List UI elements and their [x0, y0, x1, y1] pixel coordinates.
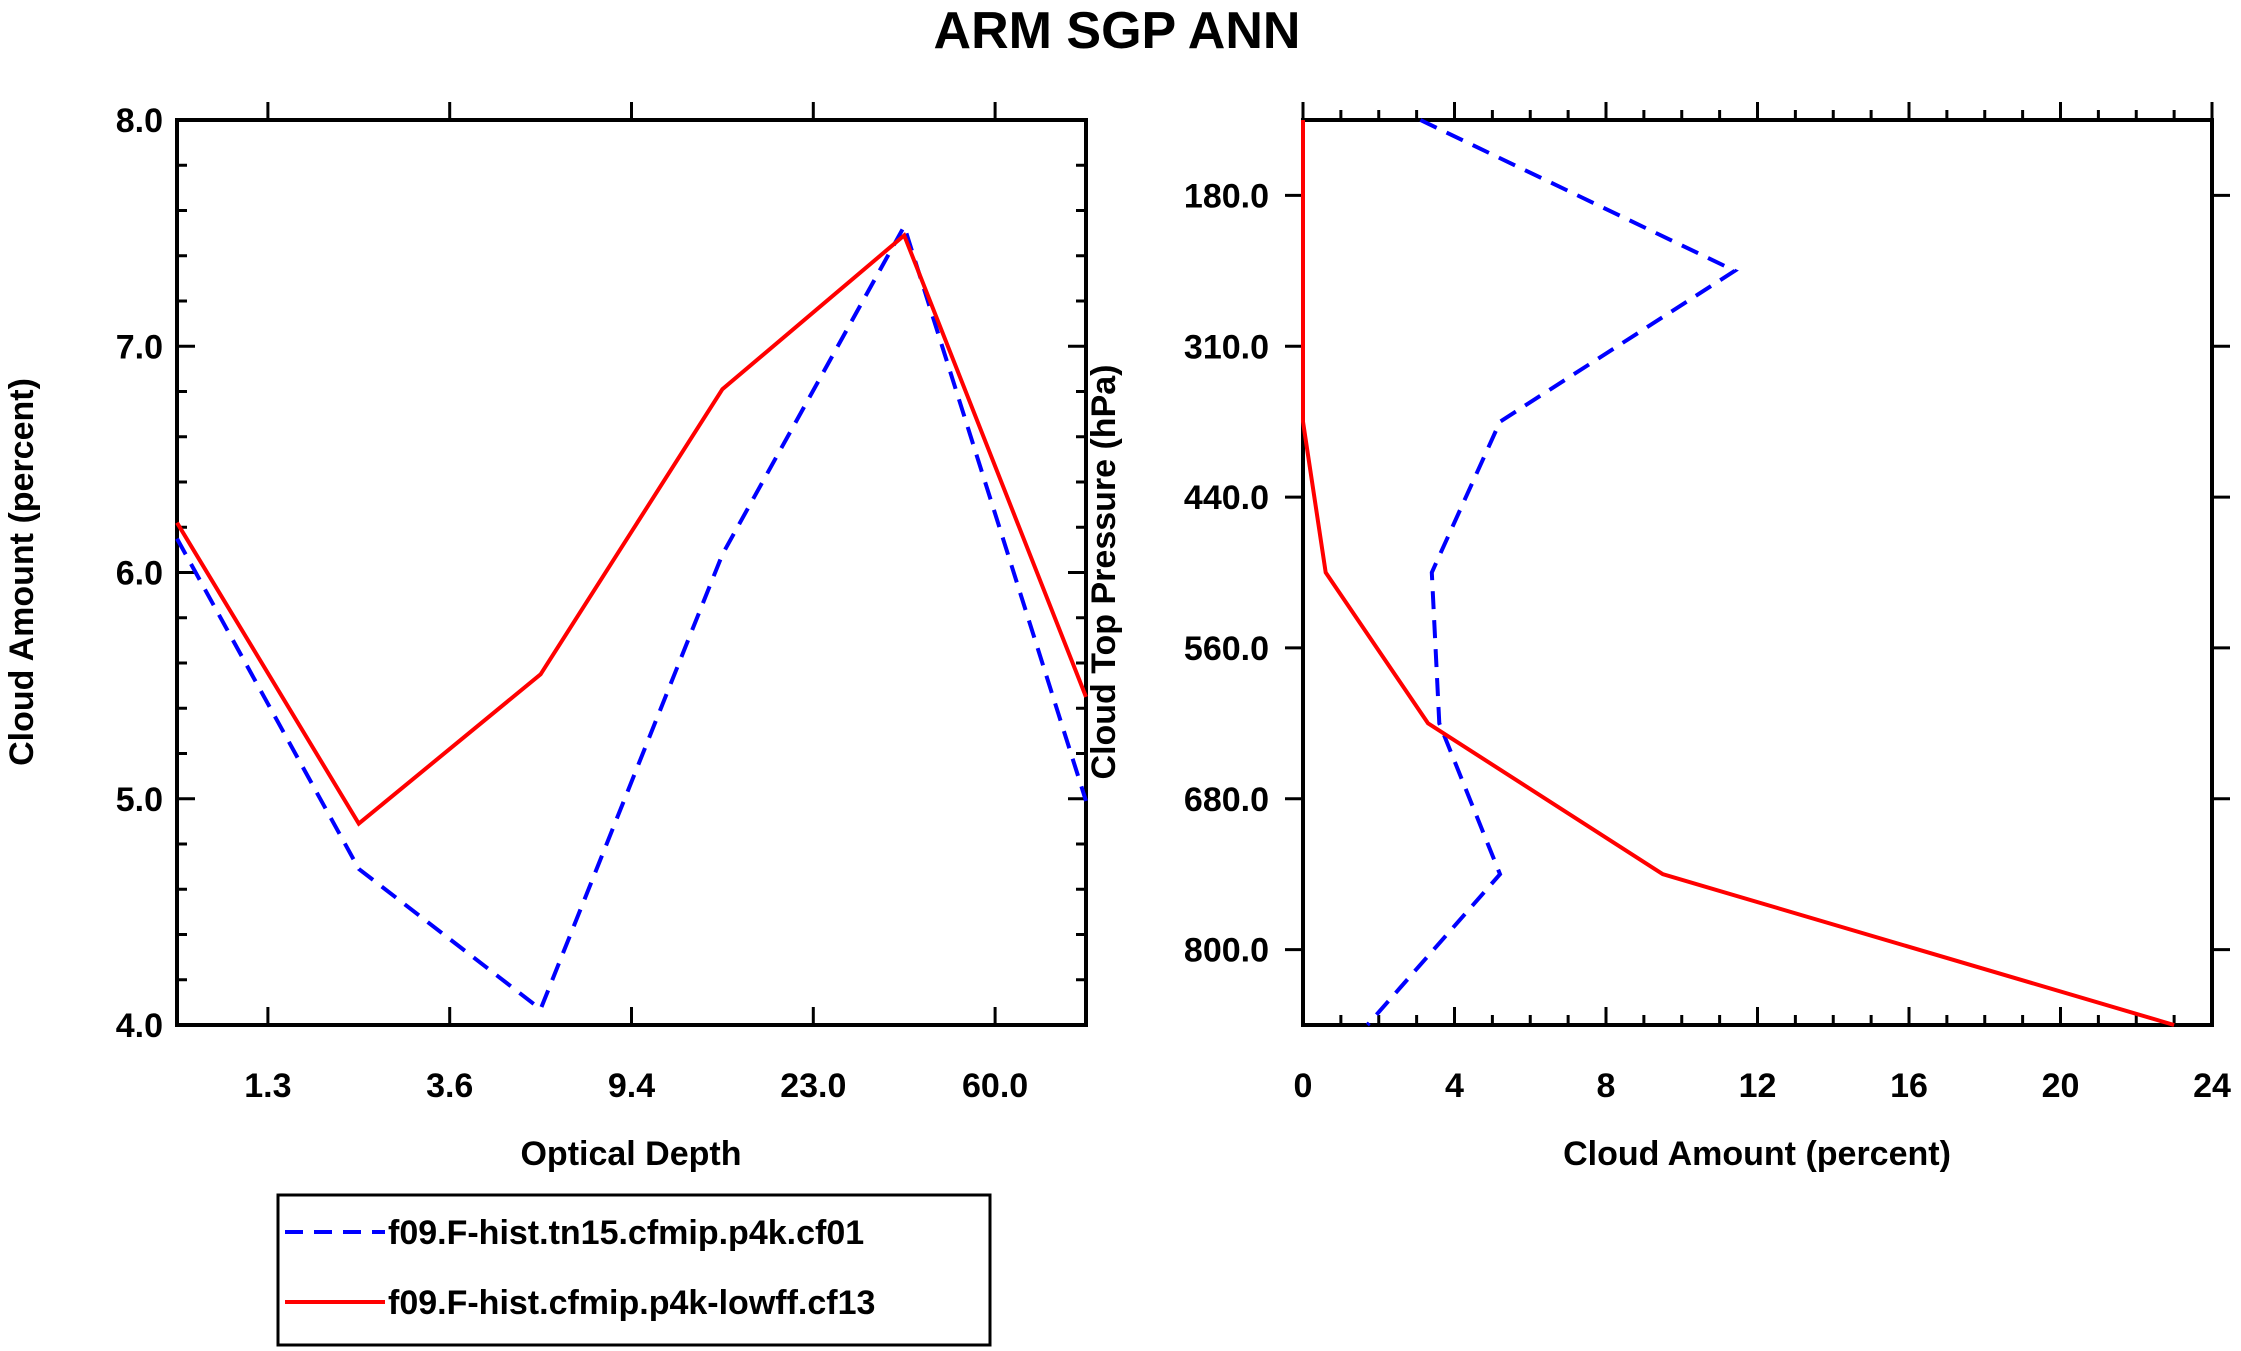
left-panel: 4.0 5.0 6.0 7.0 8.0 1.3 3.6 9.4 23.0 60.0 Optical… — [3, 102, 1088, 1173]
right-lines — [1301, 118, 2175, 1027]
right-y-tick-label: 180.0 — [1184, 177, 1269, 215]
left-x-tick-label: 3.6 — [426, 1067, 473, 1105]
left-lines — [175, 221, 1088, 1013]
right-x-tick-label: 4 — [1445, 1067, 1464, 1105]
left-y-tick-label: 4.0 — [116, 1007, 163, 1045]
right-y-tick-label: 560.0 — [1184, 630, 1269, 668]
left-y-axis-label: Cloud Amount (percent) — [3, 378, 41, 766]
right-x-tick-label: 16 — [1890, 1067, 1928, 1105]
left-x-tick-label: 1.3 — [244, 1067, 291, 1105]
left-series-line-2 — [175, 232, 1088, 827]
right-y-tick-label: 310.0 — [1184, 328, 1269, 366]
left-series-line-1 — [175, 221, 1088, 1013]
legend: f09.F-hist.tn15.cfmip.p4k.cf01 f09.F-his… — [276, 1193, 992, 1347]
right-ticks: 0 4 8 12 16 20 24 180.0 310.0 440.0 560.0 680.0 800.… — [1184, 102, 2231, 1105]
right-x-axis-label: Cloud Amount (percent) — [1563, 1135, 1951, 1173]
right-y-tick-label: 440.0 — [1184, 479, 1269, 517]
right-panel: 0 4 8 12 16 20 24 180.0 310.0 440.0 560.0 680.0 800.… — [1085, 102, 2231, 1173]
legend-label-series-2: f09.F-hist.cfmip.p4k-lowff.cf13 — [388, 1284, 875, 1322]
chart-title: ARM SGP ANN — [934, 2, 1301, 60]
legend-label-series-1: f09.F-hist.tn15.cfmip.p4k.cf01 — [388, 1214, 864, 1252]
left-x-axis-label: Optical Depth — [520, 1135, 741, 1173]
left-x-tick-label: 9.4 — [608, 1067, 655, 1105]
left-y-tick-label: 6.0 — [116, 555, 163, 593]
right-y-axis-label: Cloud Top Pressure (hPa) — [1085, 365, 1123, 780]
right-y-tick-label: 680.0 — [1184, 781, 1269, 819]
left-y-tick-label: 8.0 — [116, 102, 163, 140]
right-series-line-2 — [1301, 120, 2175, 1027]
right-y-tick-label: 800.0 — [1184, 932, 1269, 970]
left-y-tick-label: 5.0 — [116, 781, 163, 819]
right-x-tick-label: 12 — [1739, 1067, 1777, 1105]
right-plot-frame — [1301, 118, 2214, 1027]
right-x-tick-label: 0 — [1294, 1067, 1313, 1105]
left-y-tick-label: 7.0 — [116, 328, 163, 366]
right-x-tick-label: 8 — [1597, 1067, 1616, 1105]
left-x-tick-label: 60.0 — [962, 1067, 1028, 1105]
left-ticks: 4.0 5.0 6.0 7.0 8.0 1.3 3.6 9.4 23.0 60.0 — [116, 102, 1086, 1105]
left-plot-frame — [175, 118, 1088, 1027]
legend-box — [276, 1193, 992, 1347]
left-x-tick-label: 23.0 — [780, 1067, 846, 1105]
right-x-tick-label: 20 — [2042, 1067, 2080, 1105]
right-x-tick-label: 24 — [2193, 1067, 2231, 1105]
right-series-line-1 — [1365, 118, 1739, 1027]
